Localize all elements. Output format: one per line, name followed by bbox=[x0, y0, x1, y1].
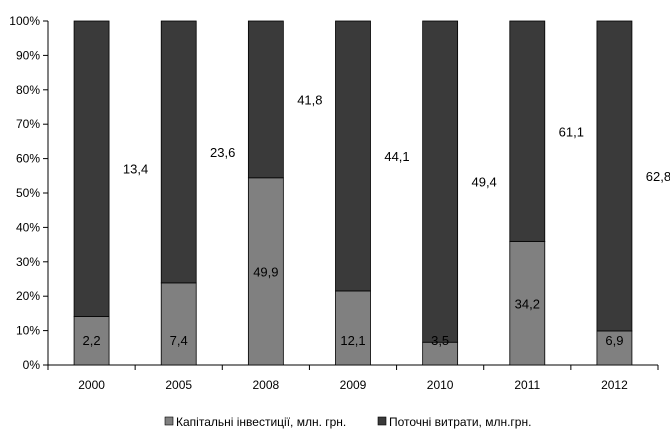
data-label-current-2012: 62,8 bbox=[646, 169, 670, 184]
bar-capital-2008 bbox=[247, 177, 284, 366]
data-label-current-2005: 23,6 bbox=[210, 145, 235, 160]
y-tick-label: 90% bbox=[16, 48, 40, 62]
data-label-capital-2008: 49,9 bbox=[253, 264, 278, 279]
bar-capital-2012 bbox=[596, 330, 633, 366]
y-tick-label: 10% bbox=[16, 324, 40, 338]
legend-label-current: Поточні витрати, млн.грн. bbox=[389, 415, 531, 429]
y-tick-label: 80% bbox=[16, 83, 40, 97]
bar-current-2012 bbox=[596, 20, 633, 332]
chart-axes: 0% 10% 20% 30% 40% 50% 60% 70% 80% 90% 100% 2000 200… bbox=[9, 14, 659, 392]
y-tick-label: 0% bbox=[23, 358, 41, 372]
legend-label-capital: Капітальні інвестиції, млн. грн. bbox=[176, 415, 346, 429]
chart-bars bbox=[73, 20, 633, 366]
bar-current-2011 bbox=[509, 20, 546, 242]
data-label-capital-2012: 6,9 bbox=[605, 333, 623, 348]
data-label-current-2010: 49,4 bbox=[471, 175, 496, 190]
bar-current-2000 bbox=[73, 20, 110, 317]
y-tick-label: 70% bbox=[16, 117, 40, 131]
data-label-current-2009: 44,1 bbox=[384, 149, 409, 164]
bar-current-2005 bbox=[160, 20, 197, 284]
bar-capital-2009 bbox=[335, 290, 371, 366]
bar-current-2009 bbox=[335, 20, 371, 292]
x-tick-label: 2005 bbox=[165, 378, 192, 392]
legend-swatch-capital bbox=[164, 416, 174, 426]
bar-capital-2005 bbox=[160, 282, 197, 366]
bar-capital-2011 bbox=[509, 241, 546, 366]
x-tick-label: 2011 bbox=[514, 378, 540, 392]
x-tick-label: 2000 bbox=[78, 378, 105, 392]
y-tick-label: 60% bbox=[16, 152, 40, 166]
y-tick-label: 30% bbox=[16, 255, 40, 269]
y-tick-label: 50% bbox=[16, 186, 40, 200]
data-label-capital-2010: 3,5 bbox=[431, 333, 449, 348]
data-label-capital-2009: 12,1 bbox=[340, 333, 365, 348]
y-tick-label: 40% bbox=[16, 220, 40, 234]
data-label-current-2000: 13,4 bbox=[123, 162, 148, 177]
chart-data-labels: 2,2 13,4 7,4 23,6 49,9 41,8 12,1 44,1 3,5 49,4 34,… bbox=[83, 92, 670, 348]
legend-swatch-current bbox=[377, 416, 387, 426]
data-label-capital-2011: 34,2 bbox=[515, 296, 540, 311]
data-label-capital-2000: 2,2 bbox=[83, 333, 101, 348]
bar-current-2010 bbox=[422, 20, 459, 343]
y-tick-label: 100% bbox=[9, 14, 40, 28]
data-label-capital-2005: 7,4 bbox=[170, 333, 188, 348]
x-tick-label: 2008 bbox=[253, 378, 280, 392]
x-tick-label: 2009 bbox=[340, 378, 367, 392]
bar-current-2008 bbox=[247, 20, 284, 179]
x-tick-label: 2012 bbox=[601, 378, 628, 392]
chart-legend: Капітальні інвестиції, млн. грн. Поточні … bbox=[164, 415, 531, 429]
bar-capital-2000 bbox=[73, 316, 110, 366]
y-tick-label: 20% bbox=[16, 289, 40, 303]
data-label-current-2008: 41,8 bbox=[297, 92, 322, 107]
data-label-current-2011: 61,1 bbox=[559, 124, 584, 139]
x-tick-label: 2010 bbox=[427, 378, 454, 392]
